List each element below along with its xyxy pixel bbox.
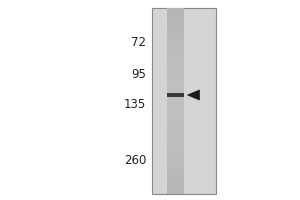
Bar [167, 124, 184, 129]
Bar [167, 157, 184, 161]
Bar [167, 22, 184, 27]
Bar [167, 161, 184, 166]
Bar [167, 138, 184, 143]
Text: 135: 135 [124, 98, 146, 112]
Bar [167, 175, 184, 180]
Bar [167, 31, 184, 36]
Bar [167, 78, 184, 82]
Bar [167, 82, 184, 87]
Bar [167, 73, 184, 78]
Bar [167, 54, 184, 59]
Bar [167, 68, 184, 73]
Bar [167, 120, 184, 124]
Bar [167, 180, 184, 185]
Text: 260: 260 [124, 154, 146, 166]
Bar [167, 115, 184, 120]
Bar [167, 134, 184, 138]
Bar [167, 45, 184, 50]
Bar [167, 87, 184, 92]
Bar [167, 93, 184, 97]
Text: HL-60: HL-60 [158, 199, 193, 200]
Bar [167, 101, 184, 106]
Bar [167, 96, 184, 101]
Text: 95: 95 [131, 68, 146, 80]
Bar [167, 27, 184, 31]
Bar [167, 129, 184, 134]
Bar [167, 110, 184, 115]
Text: 72: 72 [131, 36, 146, 49]
Bar [167, 152, 184, 157]
Bar [167, 64, 184, 68]
Bar [167, 50, 184, 54]
Bar [167, 143, 184, 148]
Bar [167, 92, 184, 96]
Bar [167, 171, 184, 175]
Bar [167, 41, 184, 45]
Bar [167, 106, 184, 110]
Bar [152, 8, 216, 194]
Polygon shape [188, 90, 200, 100]
Bar [167, 59, 184, 64]
Bar [167, 17, 184, 22]
Bar [167, 189, 184, 194]
Bar [167, 13, 184, 17]
Bar [167, 166, 184, 171]
Bar [167, 185, 184, 189]
Bar [167, 8, 184, 13]
Bar [167, 148, 184, 152]
Bar [167, 36, 184, 41]
